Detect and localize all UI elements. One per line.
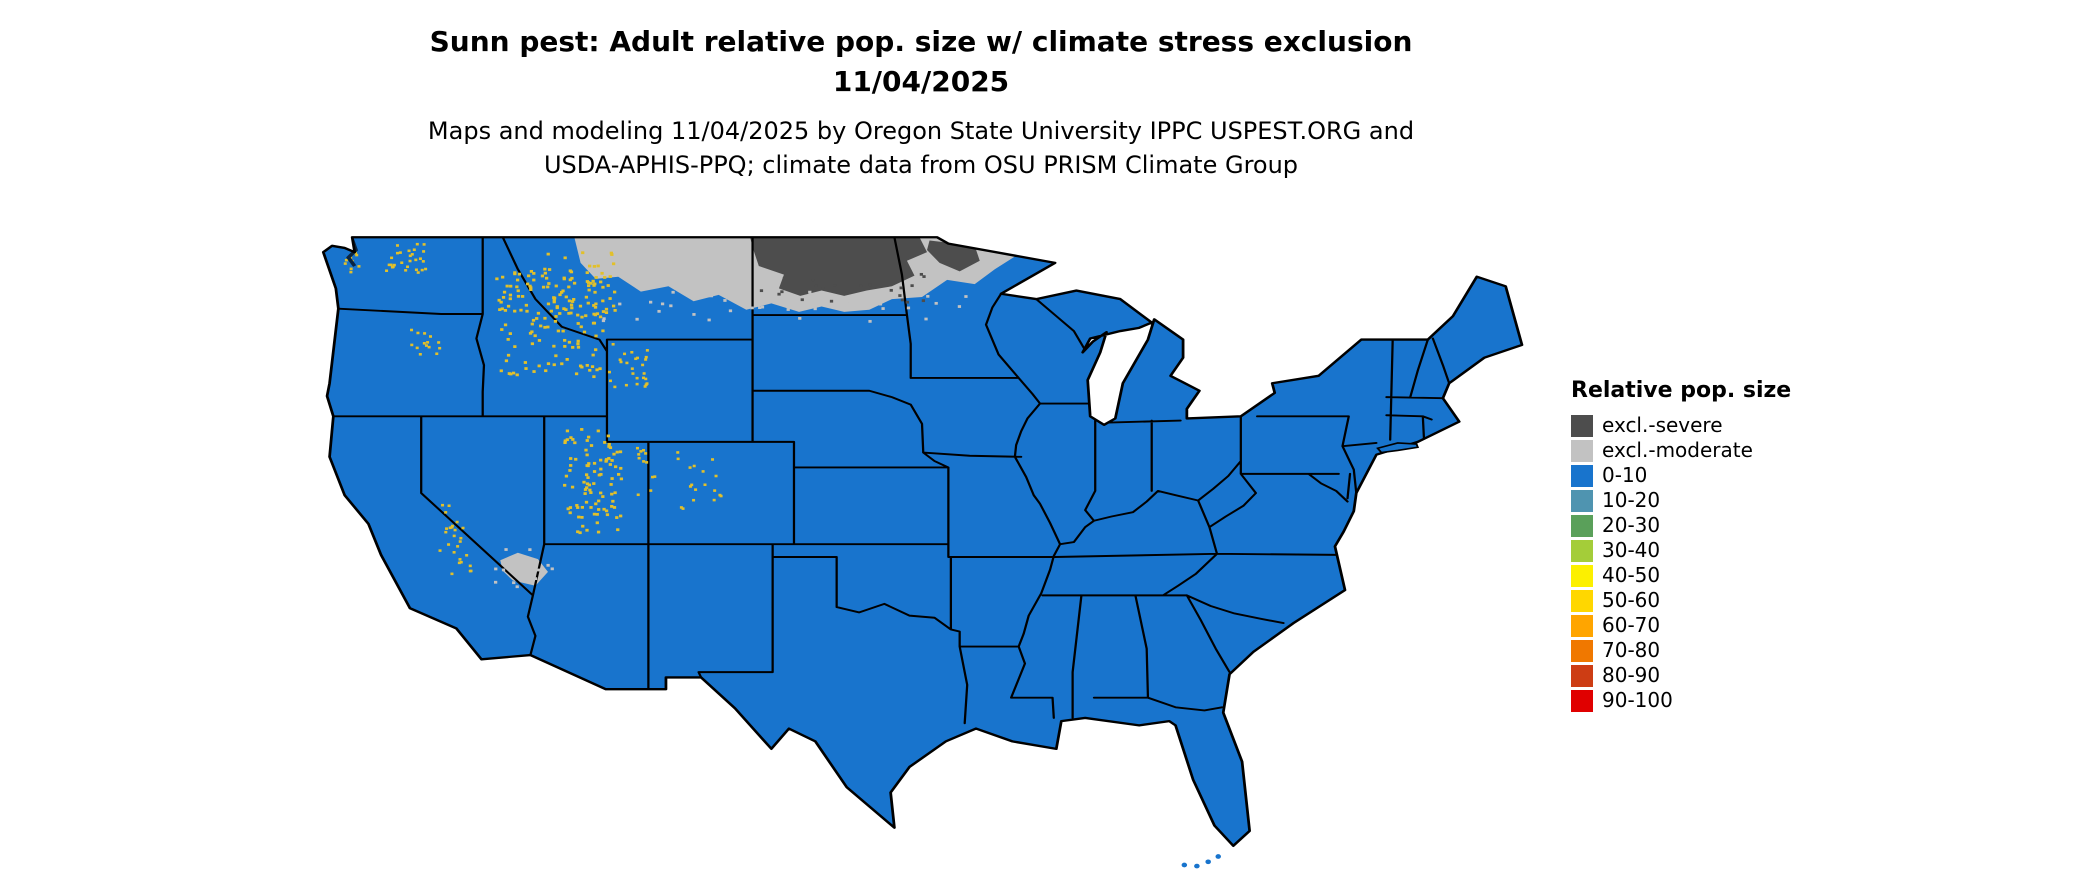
florida-keys xyxy=(1181,854,1221,869)
us-map xyxy=(312,233,1527,881)
legend-item: 40-50 xyxy=(1571,563,1791,588)
legend-item: excl.-severe xyxy=(1571,413,1791,438)
legend-item-label: 10-20 xyxy=(1602,488,1661,512)
legend-item: 70-80 xyxy=(1571,638,1791,663)
legend-item: 20-30 xyxy=(1571,513,1791,538)
legend-item-label: 80-90 xyxy=(1602,663,1661,687)
state-borders xyxy=(332,237,1451,725)
legend-color-swatch xyxy=(1571,664,1593,687)
us-landmass xyxy=(323,237,1522,846)
legend-item-label: 90-100 xyxy=(1602,688,1673,712)
legend-title: Relative pop. size xyxy=(1571,378,1792,403)
long-island xyxy=(1376,442,1420,454)
map-legend: Relative pop. size excl.-severe excl.-mod… xyxy=(1571,378,1791,713)
legend-items: excl.-severe excl.-moderate 0-10 10-20 20-30… xyxy=(1571,413,1791,713)
figure-title-line1: Sunn pest: Adult relative pop. size w/ c… xyxy=(429,25,1413,58)
legend-item: excl.-moderate xyxy=(1571,438,1791,463)
legend-color-swatch xyxy=(1571,464,1593,487)
exclusion-zone-severe xyxy=(750,237,928,296)
legend-item-label: 20-30 xyxy=(1602,513,1661,537)
legend-color-swatch xyxy=(1571,414,1593,437)
legend-item-label: 30-40 xyxy=(1602,538,1661,562)
figure-subtitle-line1: Maps and modeling 11/04/2025 by Oregon S… xyxy=(427,117,1415,145)
legend-color-swatch xyxy=(1571,639,1593,662)
legend-item-label: 70-80 xyxy=(1602,638,1661,662)
figure-header: Sunn pest: Adult relative pop. size w/ c… xyxy=(0,22,1842,182)
us-border-outline xyxy=(321,236,1524,848)
legend-color-swatch xyxy=(1571,564,1593,587)
legend-item: 80-90 xyxy=(1571,663,1791,688)
us-map-svg xyxy=(321,236,1524,869)
legend-item: 90-100 xyxy=(1571,688,1791,713)
legend-item: 50-60 xyxy=(1571,588,1791,613)
legend-item-label: 40-50 xyxy=(1602,563,1661,587)
legend-color-swatch xyxy=(1571,589,1593,612)
legend-item: 0-10 xyxy=(1571,463,1791,488)
legend-color-swatch xyxy=(1571,439,1593,462)
legend-item: 30-40 xyxy=(1571,538,1791,563)
legend-item-label: 0-10 xyxy=(1602,463,1648,487)
legend-color-swatch xyxy=(1571,614,1593,637)
exclusion-zone-severe-minnesota xyxy=(927,240,980,272)
figure-title-line2: 11/04/2025 xyxy=(832,65,1010,98)
legend-color-swatch xyxy=(1571,514,1593,537)
legend-item: 60-70 xyxy=(1571,613,1791,638)
figure-subtitle: Maps and modeling 11/04/2025 by Oregon S… xyxy=(0,114,1842,182)
legend-color-swatch xyxy=(1571,689,1593,712)
legend-item: 10-20 xyxy=(1571,488,1791,513)
legend-item-label: excl.-severe xyxy=(1602,413,1723,437)
figure-subtitle-line2: USDA-APHIS-PPQ; climate data from OSU PR… xyxy=(543,151,1299,179)
legend-item-label: 60-70 xyxy=(1602,613,1661,637)
legend-item-label: excl.-moderate xyxy=(1602,438,1753,462)
legend-color-swatch xyxy=(1571,489,1593,512)
legend-color-swatch xyxy=(1571,539,1593,562)
legend-item-label: 50-60 xyxy=(1602,588,1661,612)
